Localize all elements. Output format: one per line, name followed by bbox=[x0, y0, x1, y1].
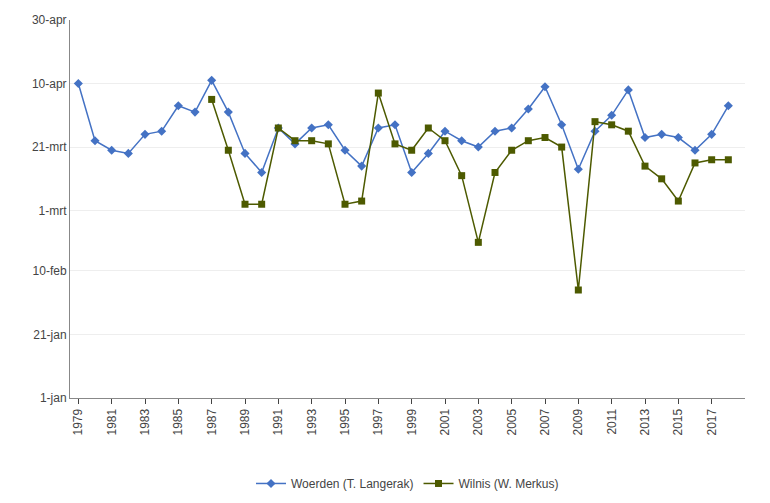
svg-text:2017: 2017 bbox=[705, 408, 719, 435]
svg-text:2011: 2011 bbox=[605, 408, 619, 434]
svg-text:Woerden (T. Langerak): Woerden (T. Langerak) bbox=[291, 477, 414, 491]
svg-text:2001: 2001 bbox=[438, 408, 452, 435]
svg-text:1995: 1995 bbox=[338, 408, 352, 435]
svg-text:2015: 2015 bbox=[671, 408, 685, 435]
svg-text:1989: 1989 bbox=[238, 408, 252, 435]
svg-text:21-mrt: 21-mrt bbox=[32, 140, 67, 154]
svg-text:1997: 1997 bbox=[371, 408, 385, 435]
svg-text:1993: 1993 bbox=[305, 408, 319, 435]
svg-text:1985: 1985 bbox=[171, 408, 185, 435]
svg-text:1-mrt: 1-mrt bbox=[39, 204, 68, 218]
svg-text:2005: 2005 bbox=[505, 408, 519, 435]
svg-text:2009: 2009 bbox=[571, 408, 585, 435]
svg-text:10-feb: 10-feb bbox=[33, 264, 67, 278]
svg-text:1991: 1991 bbox=[271, 408, 285, 435]
svg-text:10-apr: 10-apr bbox=[32, 77, 67, 91]
svg-text:2013: 2013 bbox=[638, 408, 652, 435]
svg-text:2007: 2007 bbox=[538, 408, 552, 435]
svg-text:1987: 1987 bbox=[205, 408, 219, 435]
svg-text:Wilnis (W. Merkus): Wilnis (W. Merkus) bbox=[459, 477, 559, 491]
svg-text:30-apr: 30-apr bbox=[32, 13, 67, 27]
svg-text:1999: 1999 bbox=[405, 408, 419, 435]
svg-text:1979: 1979 bbox=[71, 408, 85, 435]
svg-text:1-jan: 1-jan bbox=[40, 391, 67, 405]
svg-text:21-jan: 21-jan bbox=[33, 328, 66, 342]
svg-text:2003: 2003 bbox=[471, 408, 485, 435]
svg-text:1983: 1983 bbox=[138, 408, 152, 435]
svg-text:1981: 1981 bbox=[105, 408, 119, 435]
